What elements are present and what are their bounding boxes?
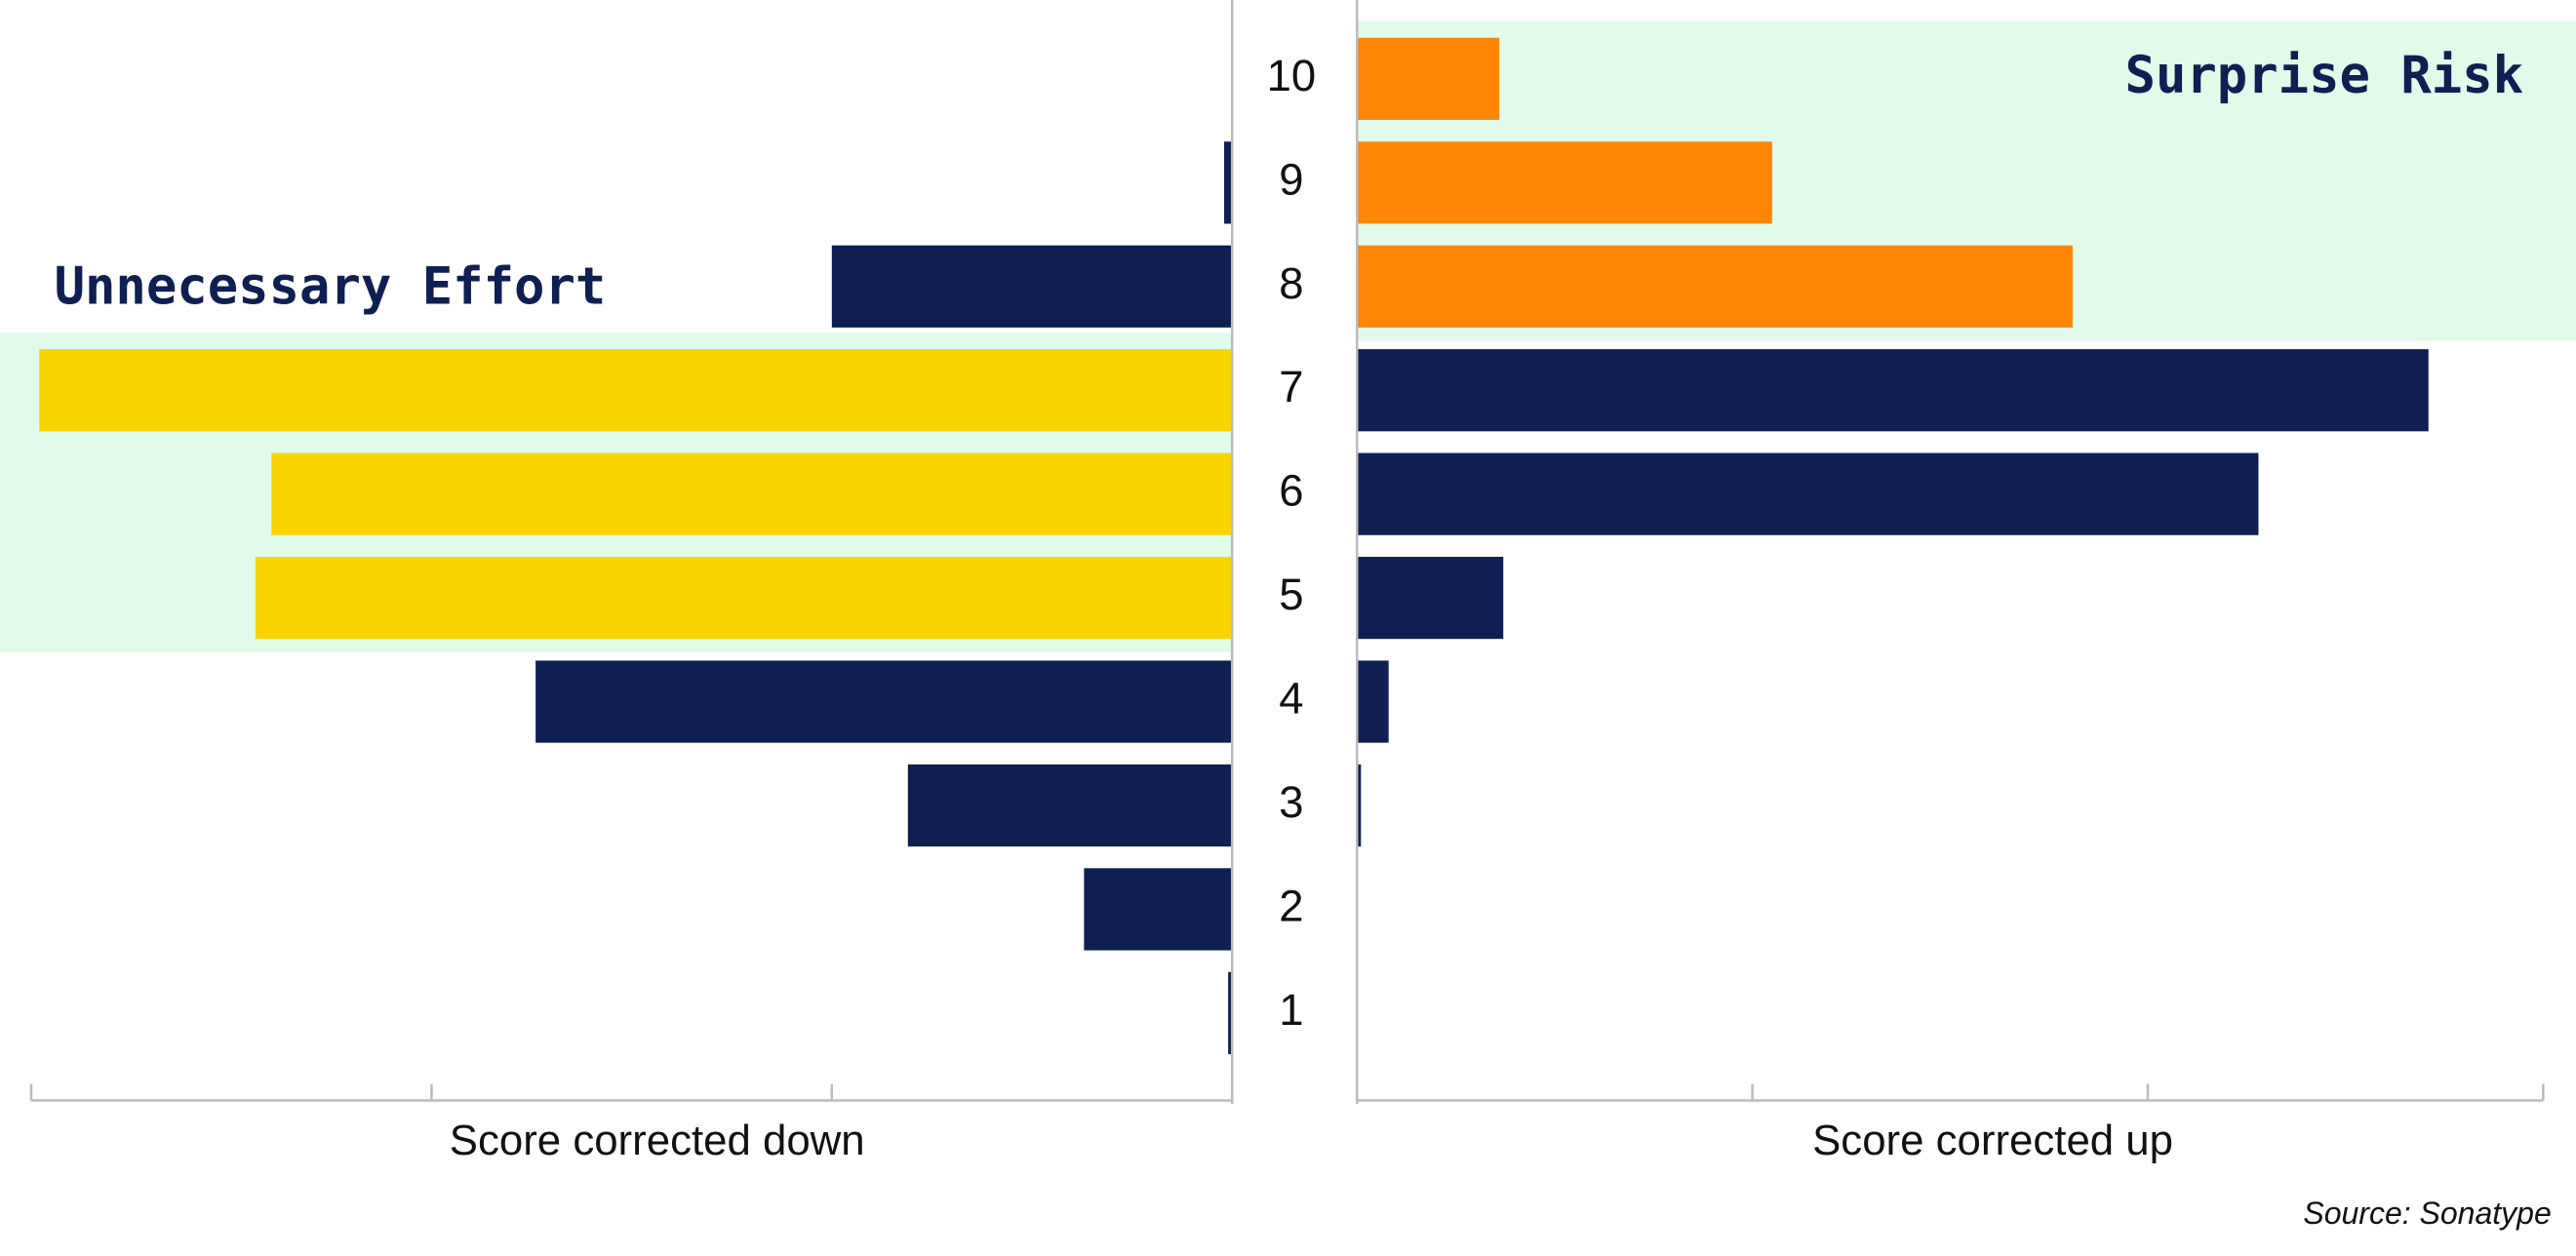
category-label: 3: [1279, 777, 1303, 827]
bar: [1357, 245, 2073, 328]
bar: [1357, 349, 2429, 432]
category-label: 8: [1279, 258, 1303, 308]
annotation: Unnecessary Effort: [55, 257, 607, 316]
bar: [1224, 141, 1233, 224]
category-label: 2: [1279, 881, 1303, 930]
axis-label: Score corrected down: [450, 1117, 865, 1164]
category-label: 1: [1279, 985, 1303, 1035]
annotation: Surprise Risk: [2125, 47, 2524, 105]
bar: [1228, 971, 1233, 1054]
category-label: 5: [1279, 569, 1303, 619]
axis-label: Score corrected up: [1812, 1117, 2173, 1164]
bar: [271, 452, 1233, 535]
category-label: 7: [1279, 362, 1303, 412]
bar: [255, 556, 1233, 640]
bar: [39, 349, 1233, 432]
bar: [1357, 37, 1500, 120]
category-label: 6: [1279, 466, 1303, 516]
bar: [831, 245, 1233, 328]
category-label: 4: [1279, 674, 1303, 724]
bar: [1357, 141, 1772, 224]
bar: [1357, 556, 1504, 640]
bar: [1357, 452, 2259, 535]
bar: [907, 764, 1233, 847]
bar: [1357, 660, 1389, 743]
bar: [1357, 764, 1362, 847]
bar: [535, 660, 1233, 743]
bar: [1084, 868, 1233, 951]
source: Source: Sonatype: [2303, 1196, 2551, 1231]
category-label: 10: [1267, 51, 1317, 100]
category-label: 9: [1279, 154, 1303, 204]
